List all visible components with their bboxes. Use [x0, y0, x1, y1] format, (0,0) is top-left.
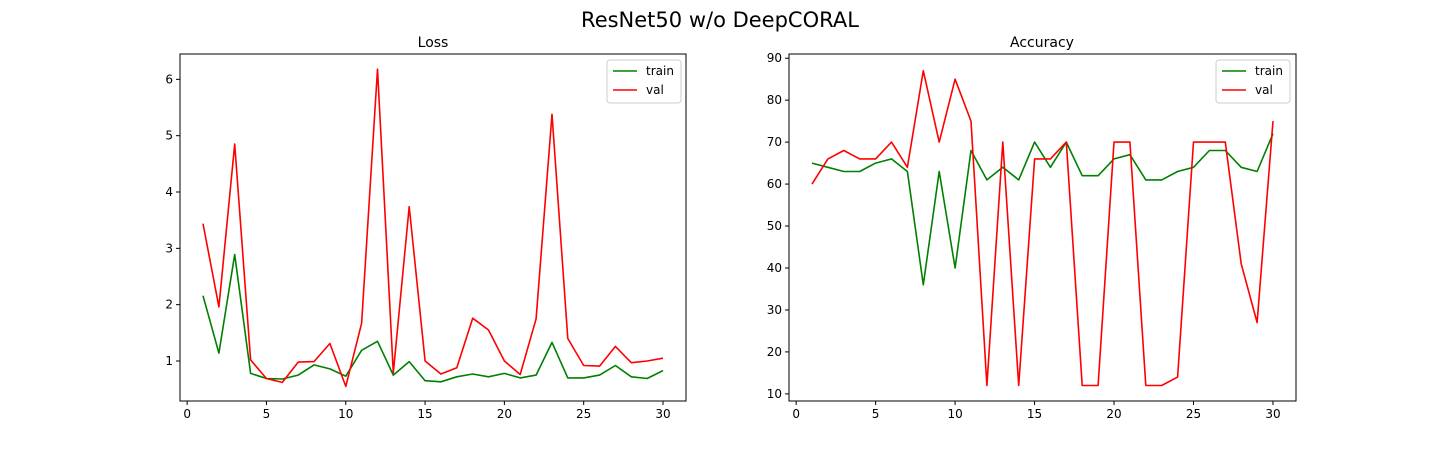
figure-title: ResNet50 w/o DeepCORAL [581, 8, 859, 32]
accuracy-y-tick-label: 50 [767, 219, 782, 233]
accuracy-chart: Accuracy 0 5 10 15 20 25 30 10 20 30 40 50 60 70 80 90… [767, 35, 1297, 421]
loss-x-tick-label: 0 [183, 407, 191, 421]
accuracy-x-tick-label: 20 [1106, 407, 1121, 421]
accuracy-x-tick-label: 5 [872, 407, 880, 421]
accuracy-x-tick-label: 0 [792, 407, 800, 421]
accuracy-legend-train-label: train [1255, 64, 1283, 78]
loss-chart: Loss 0 5 10 15 20 25 30 1 2 3 4 5 6 train val [165, 35, 687, 421]
accuracy-y-tick-label: 40 [767, 261, 782, 275]
loss-x-tick-label: 20 [497, 407, 512, 421]
loss-x-axis: 0 5 10 15 20 25 30 [183, 401, 671, 421]
accuracy-x-tick-label: 25 [1186, 407, 1201, 421]
loss-y-tick-label: 3 [165, 241, 173, 255]
accuracy-y-tick-label: 90 [767, 51, 782, 65]
accuracy-legend-val-label: val [1255, 83, 1273, 97]
loss-x-tick-label: 10 [338, 407, 353, 421]
accuracy-y-axis: 10 20 30 40 50 60 70 80 90 [767, 51, 789, 401]
loss-x-tick-label: 25 [576, 407, 591, 421]
loss-y-tick-label: 6 [165, 72, 173, 86]
accuracy-plot-area [788, 53, 1297, 402]
accuracy-legend: train val [1215, 59, 1291, 104]
loss-chart-title: Loss [418, 35, 449, 51]
accuracy-series-group [811, 70, 1274, 387]
accuracy-x-tick-label: 10 [947, 407, 962, 421]
loss-series-val-line [202, 68, 664, 388]
loss-series-train-line [202, 253, 664, 383]
loss-legend-train-label: train [646, 64, 674, 78]
loss-legend: train val [606, 59, 682, 104]
loss-plot-area [179, 53, 687, 402]
loss-x-tick-label: 30 [655, 407, 670, 421]
accuracy-x-tick-label: 30 [1265, 407, 1280, 421]
accuracy-series-val-line [811, 70, 1274, 387]
loss-x-tick-label: 5 [263, 407, 271, 421]
loss-x-tick-label: 15 [417, 407, 432, 421]
loss-y-axis: 1 2 3 4 5 6 [165, 72, 180, 368]
loss-y-tick-label: 1 [165, 354, 173, 368]
accuracy-y-tick-label: 80 [767, 93, 782, 107]
loss-y-tick-label: 4 [165, 185, 173, 199]
accuracy-y-tick-label: 10 [767, 387, 782, 401]
accuracy-series-train-line [811, 133, 1274, 286]
accuracy-y-tick-label: 20 [767, 345, 782, 359]
accuracy-x-axis: 0 5 10 15 20 25 30 [792, 401, 1281, 421]
loss-y-tick-label: 5 [165, 129, 173, 143]
accuracy-chart-title: Accuracy [1010, 35, 1074, 51]
loss-y-tick-label: 2 [165, 298, 173, 312]
accuracy-y-tick-label: 70 [767, 135, 782, 149]
accuracy-y-tick-label: 30 [767, 303, 782, 317]
accuracy-y-tick-label: 60 [767, 177, 782, 191]
loss-series-group [202, 68, 664, 388]
loss-legend-val-label: val [646, 83, 664, 97]
accuracy-x-tick-label: 15 [1027, 407, 1042, 421]
